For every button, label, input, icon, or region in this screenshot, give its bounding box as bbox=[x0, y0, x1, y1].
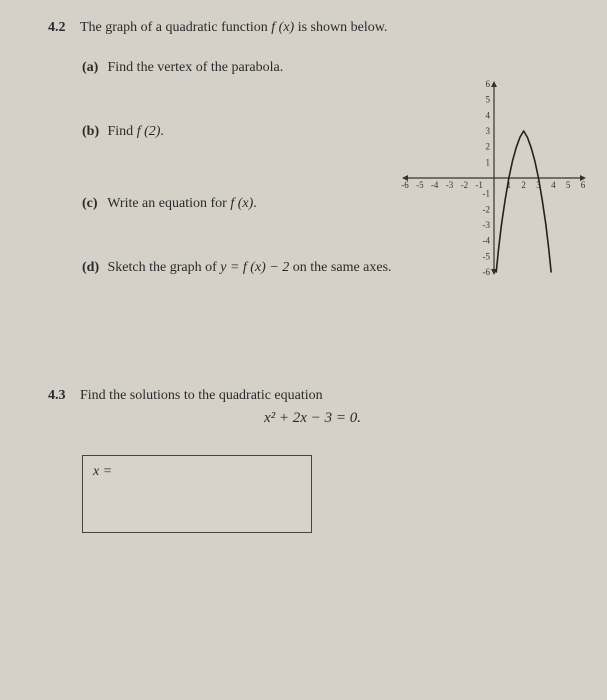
svg-text:6: 6 bbox=[581, 180, 586, 190]
part-a: (a) Find the vertex of the parabola. bbox=[82, 60, 577, 76]
svg-text:6: 6 bbox=[486, 79, 491, 89]
svg-text:3: 3 bbox=[486, 126, 491, 136]
svg-text:-4: -4 bbox=[483, 236, 491, 246]
part-a-label: (a) bbox=[82, 60, 104, 76]
part-c-label: (c) bbox=[82, 196, 104, 212]
problem-4-3: 4.3 Find the solutions to the quadratic … bbox=[48, 386, 577, 533]
part-d-eq: y = f (x) − 2 bbox=[220, 260, 289, 275]
part-c-fx: f (x) bbox=[230, 196, 253, 211]
part-d-post: on the same axes. bbox=[289, 260, 391, 275]
intro-pre: The graph of a quadratic function bbox=[80, 20, 271, 35]
part-b-fx: f (2) bbox=[137, 124, 161, 139]
svg-text:-2: -2 bbox=[461, 180, 469, 190]
svg-text:-6: -6 bbox=[401, 180, 409, 190]
problem-4-3-text: Find the solutions to the quadratic equa… bbox=[80, 388, 323, 403]
part-d-pre: Sketch the graph of bbox=[108, 260, 221, 275]
part-b-post: . bbox=[160, 124, 164, 139]
svg-text:-5: -5 bbox=[483, 251, 491, 261]
svg-text:4: 4 bbox=[486, 110, 491, 120]
part-b-label: (b) bbox=[82, 124, 104, 140]
svg-text:-1: -1 bbox=[483, 189, 491, 199]
quadratic-graph: -6-5-4-3-2-1123456-6-5-4-3-2-1123456 bbox=[399, 78, 589, 278]
intro-post: is shown below. bbox=[294, 20, 387, 35]
equation-text: x² + 2x − 3 = 0. bbox=[264, 410, 361, 426]
svg-text:1: 1 bbox=[486, 157, 491, 167]
part-c-post: . bbox=[253, 196, 257, 211]
svg-text:-2: -2 bbox=[483, 204, 491, 214]
svg-text:-5: -5 bbox=[416, 180, 424, 190]
problem-number-4-3: 4.3 bbox=[48, 388, 76, 404]
answer-label: x = bbox=[93, 464, 112, 479]
svg-text:2: 2 bbox=[521, 180, 526, 190]
part-c-text: Write an equation for f (x). bbox=[107, 196, 257, 211]
answer-box-4-3[interactable]: x = bbox=[82, 455, 312, 533]
part-a-text: Find the vertex of the parabola. bbox=[108, 60, 284, 75]
part-b-pre: Find bbox=[108, 124, 137, 139]
part-c-pre: Write an equation for bbox=[107, 196, 230, 211]
problem-4-2-intro: The graph of a quadratic function f (x) … bbox=[80, 20, 387, 35]
problem-number-4-2: 4.2 bbox=[48, 20, 76, 36]
intro-fx: f (x) bbox=[271, 20, 294, 35]
graph-svg: -6-5-4-3-2-1123456-6-5-4-3-2-1123456 bbox=[399, 78, 589, 278]
part-b-text: Find f (2). bbox=[108, 124, 164, 139]
svg-text:-6: -6 bbox=[483, 267, 491, 277]
svg-text:5: 5 bbox=[566, 180, 571, 190]
svg-text:5: 5 bbox=[486, 95, 491, 105]
svg-text:-3: -3 bbox=[446, 180, 454, 190]
svg-text:2: 2 bbox=[486, 142, 491, 152]
equation-4-3: x² + 2x − 3 = 0. bbox=[48, 410, 577, 427]
part-d-label: (d) bbox=[82, 260, 104, 276]
svg-text:-3: -3 bbox=[483, 220, 491, 230]
svg-text:-4: -4 bbox=[431, 180, 439, 190]
svg-text:4: 4 bbox=[551, 180, 556, 190]
part-d-text: Sketch the graph of y = f (x) − 2 on the… bbox=[108, 260, 392, 275]
